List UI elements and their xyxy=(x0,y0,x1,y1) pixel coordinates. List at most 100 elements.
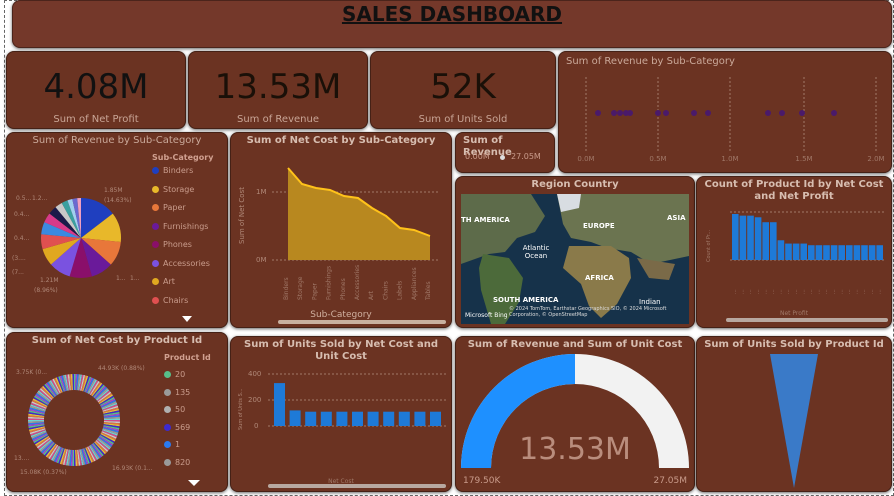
bar xyxy=(289,410,301,426)
x-tick-label: ... xyxy=(793,289,799,294)
legend-item[interactable]: Storage xyxy=(152,185,194,194)
donut-slice xyxy=(32,433,48,442)
count-chart-card[interactable]: Count of Product Id by Net Cost and Net … xyxy=(696,176,892,328)
scroll-down-icon[interactable] xyxy=(182,316,192,322)
donut-slice xyxy=(80,449,86,465)
legend-item[interactable]: Art xyxy=(152,277,175,286)
x-tick-label: Phones xyxy=(340,278,347,300)
donut-chart: 3.75K (0... 44.93K (0.88%) 13.... 15.08K… xyxy=(14,365,153,476)
kpi-revenue[interactable]: 13.53M Sum of Revenue xyxy=(188,51,368,129)
donut-slice xyxy=(36,437,51,449)
donut-slice xyxy=(88,445,97,461)
donut-slice xyxy=(94,440,108,454)
horizontal-scrollbar[interactable] xyxy=(278,320,446,324)
slicer-handle-icon[interactable] xyxy=(500,155,505,160)
pie-label: (8.96%) xyxy=(34,287,58,294)
legend-item[interactable]: Phones xyxy=(152,240,192,249)
y-tick-label: 0M xyxy=(256,256,267,264)
x-tick-label: Binders xyxy=(283,277,290,300)
donut-slice xyxy=(32,398,48,407)
donut-slice xyxy=(100,433,116,442)
donut-slice xyxy=(69,449,72,466)
legend-item[interactable]: Accessories xyxy=(152,259,210,268)
donut-slice xyxy=(76,374,79,391)
donut-slice xyxy=(59,448,66,465)
donut-slice xyxy=(103,408,119,414)
kpi-units-sold[interactable]: 52K Sum of Units Sold xyxy=(370,51,556,129)
donut-slice xyxy=(84,447,92,464)
y-tick-label: 400 xyxy=(248,370,261,378)
donut-slice xyxy=(56,376,64,393)
donut-card[interactable]: Sum of Net Cost by Product Id 3.75K (0..… xyxy=(6,332,228,492)
donut-slice xyxy=(97,391,112,403)
map-card[interactable]: Region Country TH AMERICA EUROPE ASIA At… xyxy=(455,176,695,328)
bar xyxy=(398,411,410,426)
legend-item[interactable]: Furnishings xyxy=(152,222,208,231)
donut-slice xyxy=(100,399,117,408)
pie-card[interactable]: Sum of Revenue by Sub-Category 1.85M (14… xyxy=(6,132,228,328)
donut-slice xyxy=(30,429,46,436)
donut-slice xyxy=(98,436,113,448)
bar xyxy=(846,245,853,260)
legend-item[interactable]: Paper xyxy=(152,203,186,212)
donut-slice xyxy=(76,449,79,466)
x-tick-label: ... xyxy=(838,289,844,294)
donut-slice xyxy=(62,449,68,465)
donut-slice xyxy=(70,449,73,466)
kpi-net-profit[interactable]: 4.08M Sum of Net Profit xyxy=(6,51,186,129)
legend-item[interactable]: 135 xyxy=(164,388,190,397)
funnel-card[interactable]: Sum of Units Sold by Product Id xyxy=(696,336,892,492)
donut-slice xyxy=(100,432,117,441)
y-tick-label: 200 xyxy=(248,396,261,404)
pie-label: 1.85M xyxy=(104,187,123,194)
scatter-points xyxy=(595,110,837,116)
donut-slice xyxy=(87,446,96,462)
horizontal-scrollbar[interactable] xyxy=(726,318,888,322)
legend-item[interactable]: Chairs xyxy=(152,296,188,305)
area-line xyxy=(287,167,431,237)
donut-slice xyxy=(84,376,92,393)
x-tick-label: ... xyxy=(770,289,776,294)
legend-label: 50 xyxy=(175,405,186,414)
revenue-scatter-card[interactable]: Sum of Revenue by Sub-Category 0.0M 0.5M… xyxy=(558,51,892,173)
legend-item[interactable]: 820 xyxy=(164,458,190,467)
pie-slice xyxy=(50,238,81,277)
chart-title: Sum of Revenue and Sum of Unit Cost xyxy=(467,339,683,350)
net-cost-card[interactable]: Sum of Net Cost by Sub-Category 1M 0M Su… xyxy=(230,132,452,328)
x-tick-label: 2.0M xyxy=(867,155,884,163)
donut-slice xyxy=(61,375,67,392)
legend-item[interactable]: 1 xyxy=(164,440,180,449)
donut-slice xyxy=(81,448,87,465)
x-tick-label: ... xyxy=(778,289,784,294)
revenue-slicer-card[interactable]: Sum of Revenue 0.00M 27.05M xyxy=(455,132,555,173)
map-landmass xyxy=(479,254,523,324)
donut-slice xyxy=(29,408,45,414)
kpi-value: 13.53M xyxy=(214,67,342,107)
donut-slice xyxy=(100,398,116,407)
donut-slice xyxy=(53,446,62,463)
horizontal-scrollbar[interactable] xyxy=(268,484,446,488)
x-tick-label: ... xyxy=(846,289,852,294)
legend-label: 820 xyxy=(175,457,191,467)
legend-swatch xyxy=(152,259,159,267)
legend-item[interactable]: 50 xyxy=(164,405,185,414)
area-chart: 1M 0M Sum of Net Cost Binders Storage Pape… xyxy=(238,167,440,301)
legend-item[interactable]: 569 xyxy=(164,423,190,432)
x-tick-label: Accessories xyxy=(354,265,361,300)
donut-slice xyxy=(30,404,46,411)
bar xyxy=(336,411,348,426)
donut-slice xyxy=(52,446,61,462)
legend-item[interactable]: 20 xyxy=(164,370,185,379)
x-tick-label: ... xyxy=(762,289,768,294)
gauge-card[interactable]: Sum of Revenue and Sum of Unit Cost 13.5… xyxy=(455,336,695,492)
donut-slice xyxy=(38,439,52,451)
world-map[interactable]: TH AMERICA EUROPE ASIA Atlantic Ocean AF… xyxy=(461,194,689,324)
legend-item[interactable]: Binders xyxy=(152,166,193,175)
donut-slice xyxy=(94,441,106,455)
donut-slice xyxy=(31,399,48,408)
scroll-down-icon[interactable] xyxy=(188,480,200,486)
map-landmass xyxy=(557,194,689,264)
units-chart-card[interactable]: Sum of Units Sold by Net Cost and Unit C… xyxy=(230,336,452,492)
bar-chart: 400 200 0 Sum of Units S... xyxy=(238,370,446,430)
x-tick-label: 1.0M xyxy=(721,155,738,163)
